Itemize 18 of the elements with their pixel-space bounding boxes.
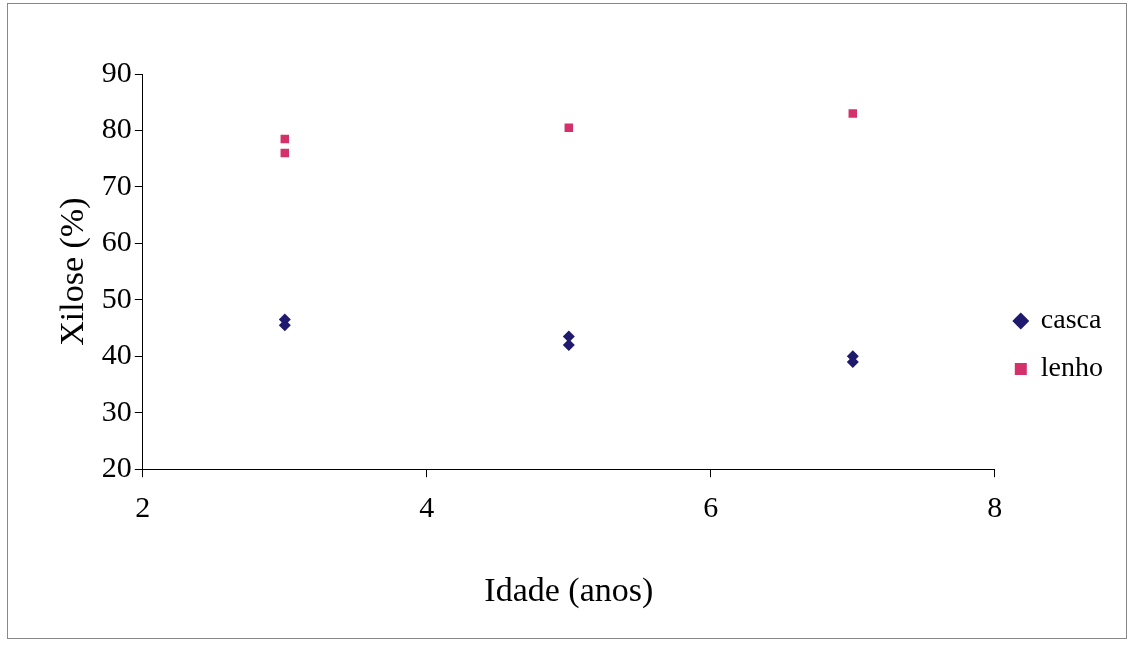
x-tick-label: 6 — [703, 490, 719, 524]
point — [564, 123, 574, 132]
y-tick-label: 70 — [101, 167, 132, 201]
y-tick-label: 60 — [101, 224, 132, 258]
legend-label: lenho — [1040, 351, 1104, 383]
y-tick-label: 80 — [101, 111, 132, 145]
y-axis-title: Xilose (%) — [53, 197, 92, 346]
x-tick-label: 2 — [135, 490, 151, 524]
x-tick-label: 4 — [419, 490, 435, 524]
legend-label: casca — [1040, 303, 1102, 335]
x-tick-label: 8 — [987, 490, 1003, 524]
y-tick-label: 20 — [101, 450, 132, 484]
y-tick-label: 30 — [101, 393, 132, 427]
x-axis-title: Idade (anos) — [484, 570, 654, 609]
point — [848, 109, 858, 118]
y-tick-label: 40 — [101, 337, 132, 371]
y-tick-label: 50 — [101, 280, 132, 314]
y-tick-label: 90 — [101, 54, 132, 88]
